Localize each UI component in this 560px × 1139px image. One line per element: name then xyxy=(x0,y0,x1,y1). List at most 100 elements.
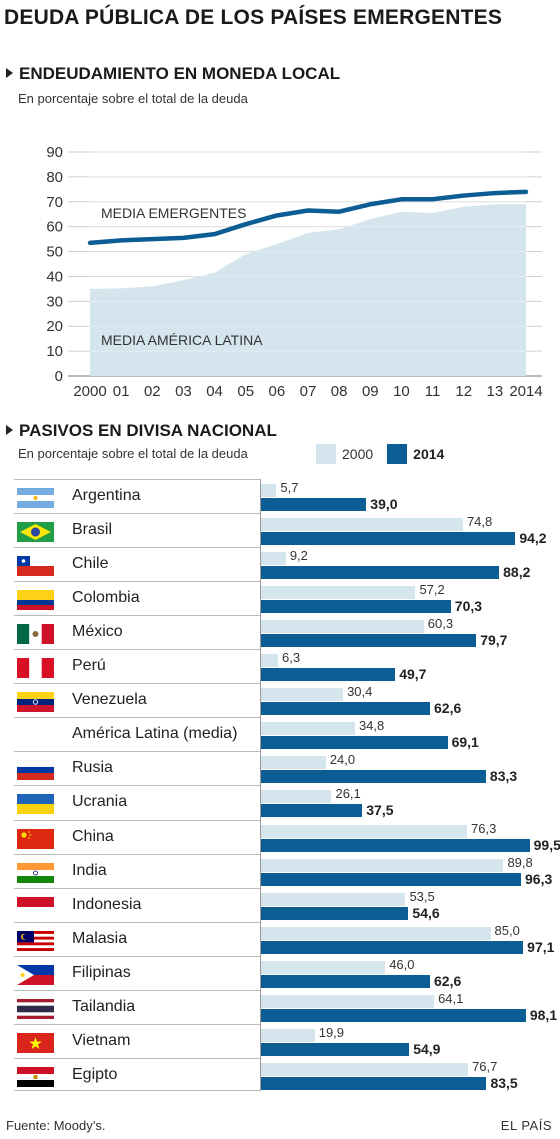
value-label-2014: 97,1 xyxy=(527,938,555,955)
country-label: Tailandia xyxy=(72,997,136,1015)
bar-row: Malasia 85,0 97,1 xyxy=(0,921,560,956)
row-divider xyxy=(14,1023,260,1025)
x-tick-label: 07 xyxy=(300,383,317,400)
bar-2000 xyxy=(261,1062,469,1076)
bar-2014 xyxy=(261,940,524,954)
value-label-2000: 6,3 xyxy=(282,650,301,666)
y-tick-label: 20 xyxy=(46,318,63,335)
bar-row: América Latina (media) 34,8 69,1 xyxy=(0,717,560,751)
brand-logo: EL PAÍS xyxy=(500,1118,552,1133)
section-title-local-currency: ENDEUDAMIENTO EN MONEDA LOCAL xyxy=(6,64,340,84)
bar-2000 xyxy=(261,552,286,566)
venezuela-flag-icon xyxy=(17,692,54,713)
bar-2000 xyxy=(261,518,463,532)
section-arrow-icon xyxy=(6,68,13,78)
value-label-2014: 94,2 xyxy=(519,530,547,547)
value-label-2000: 74,8 xyxy=(466,514,493,530)
bar-2014 xyxy=(261,532,516,546)
section-title-foreign-liabilities: PASIVOS EN DIVISA NACIONAL xyxy=(6,421,277,441)
bar-2000 xyxy=(261,892,406,906)
bar-2014 xyxy=(261,702,431,716)
row-divider xyxy=(14,513,260,515)
bar-2014 xyxy=(261,736,448,750)
divider xyxy=(14,1090,260,1091)
bar-2014 xyxy=(261,600,451,614)
value-label-2000: 76,7 xyxy=(472,1058,498,1074)
bar-row: Chile 9,2 88,2 xyxy=(0,547,560,581)
area-series-latin-america xyxy=(90,204,526,376)
row-divider xyxy=(14,751,260,753)
value-label-2000: 19,9 xyxy=(318,1024,345,1040)
bar-row: Argentina 5,7 39,0 xyxy=(0,479,560,513)
y-tick-label: 30 xyxy=(46,293,63,310)
country-label: Egipto xyxy=(72,1065,118,1083)
bar-2000 xyxy=(261,824,467,838)
value-label-2014: 98,1 xyxy=(529,1006,558,1023)
legend-swatch-2000 xyxy=(316,444,336,464)
page-title: DEUDA PÚBLICA DE LOS PAÍSES EMERGENTES xyxy=(4,6,503,29)
row-divider xyxy=(14,649,260,651)
value-label-2000: 76,3 xyxy=(471,820,497,836)
value-label-2000: 53,5 xyxy=(409,888,435,904)
value-label-2014: 62,6 xyxy=(434,700,462,717)
x-tick-label: 11 xyxy=(425,383,441,400)
x-tick-label: 2000 xyxy=(73,383,106,400)
value-label-2014: 79,7 xyxy=(480,632,508,649)
bar-2014 xyxy=(261,770,486,784)
country-label: Chile xyxy=(72,555,109,573)
country-label: Indonesia xyxy=(72,895,142,913)
row-divider xyxy=(14,1057,260,1059)
argentina-flag-icon xyxy=(17,488,54,508)
bar-2014 xyxy=(261,804,363,818)
thailand-flag-icon xyxy=(17,998,54,1019)
value-label-2000: 30,4 xyxy=(347,684,373,700)
bar-2000 xyxy=(261,756,326,770)
bar-row: Tailandia 64,1 98,1 xyxy=(0,989,560,1024)
bar-row: Rusia 24,0 83,3 xyxy=(0,751,560,785)
x-tick-label: 2014 xyxy=(509,383,542,400)
x-tick-label: 04 xyxy=(206,383,223,400)
bar-row: Brasil 74,8 94,2 xyxy=(0,513,560,547)
value-label-2000: 85,0 xyxy=(494,922,520,938)
country-label: América Latina (media) xyxy=(72,725,238,743)
value-label-2014: 83,3 xyxy=(489,768,518,785)
row-divider xyxy=(14,615,260,617)
country-label: Argentina xyxy=(72,487,141,504)
country-label: Brasil xyxy=(72,521,113,539)
bar-2014 xyxy=(261,906,409,920)
bar-chart-axis xyxy=(260,479,261,1091)
vietnam-flag-icon xyxy=(17,1032,54,1053)
y-tick-label: 80 xyxy=(46,169,63,186)
row-divider xyxy=(14,717,260,719)
value-label-2014: 37,5 xyxy=(366,802,394,819)
value-label-2014: 70,3 xyxy=(454,598,483,615)
bar-2000 xyxy=(261,484,277,497)
row-divider xyxy=(14,581,260,583)
x-tick-label: 03 xyxy=(175,383,192,400)
peru-flag-icon xyxy=(17,658,54,679)
bar-row: Indonesia 53,5 54,6 xyxy=(0,887,560,922)
x-tick-label: 12 xyxy=(455,383,472,400)
row-divider xyxy=(14,921,260,923)
country-label: Malasia xyxy=(72,929,128,947)
bar-2000 xyxy=(261,790,332,804)
section-title-text: ENDEUDAMIENTO EN MONEDA LOCAL xyxy=(19,64,341,83)
bar-2014 xyxy=(261,974,431,988)
bar-2014 xyxy=(261,634,477,648)
y-tick-label: 70 xyxy=(46,194,63,211)
bar-row: México 60,3 79,7 xyxy=(0,615,560,649)
section-title-text: PASIVOS EN DIVISA NACIONAL xyxy=(19,421,277,440)
bar-row: India 89,8 96,3 xyxy=(0,853,560,888)
value-label-2000: 34,8 xyxy=(358,718,385,734)
row-divider xyxy=(14,479,260,480)
mexico-flag-icon xyxy=(17,624,54,645)
bar-row: Colombia 57,2 70,3 xyxy=(0,581,560,615)
row-divider xyxy=(14,989,260,991)
legend-label-2000: 2000 xyxy=(342,446,374,462)
row-divider xyxy=(14,955,260,957)
country-label: México xyxy=(72,623,123,641)
bar-2000 xyxy=(261,1028,315,1042)
bar-2000 xyxy=(261,722,355,736)
china-flag-icon xyxy=(17,828,54,849)
egypt-flag-icon xyxy=(17,1066,54,1087)
